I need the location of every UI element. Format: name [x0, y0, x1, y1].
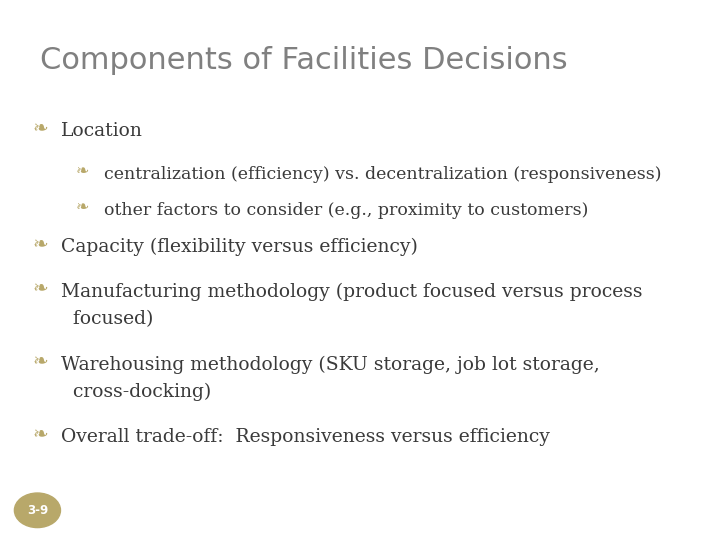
- Text: Components of Facilities Decisions: Components of Facilities Decisions: [40, 46, 567, 75]
- Text: Warehousing methodology (SKU storage, job lot storage,: Warehousing methodology (SKU storage, jo…: [61, 355, 600, 374]
- Text: Capacity (flexibility versus efficiency): Capacity (flexibility versus efficiency): [61, 238, 418, 256]
- Text: cross-docking): cross-docking): [61, 383, 212, 401]
- Text: centralization (efficiency) vs. decentralization (responsiveness): centralization (efficiency) vs. decentra…: [104, 166, 662, 183]
- Text: Location: Location: [61, 122, 143, 139]
- Text: ❧: ❧: [76, 164, 89, 179]
- Text: ❧: ❧: [32, 353, 48, 372]
- Text: ❧: ❧: [32, 119, 48, 138]
- Text: 3-9: 3-9: [27, 504, 48, 517]
- Text: ❧: ❧: [32, 426, 48, 444]
- Text: focused): focused): [61, 310, 153, 328]
- Text: ❧: ❧: [32, 235, 48, 254]
- Circle shape: [14, 493, 60, 528]
- Text: ❧: ❧: [76, 200, 89, 215]
- Text: Manufacturing methodology (product focused versus process: Manufacturing methodology (product focus…: [61, 282, 643, 301]
- Text: Overall trade-off:  Responsiveness versus efficiency: Overall trade-off: Responsiveness versus…: [61, 428, 550, 446]
- Text: other factors to consider (e.g., proximity to customers): other factors to consider (e.g., proximi…: [104, 202, 589, 219]
- Text: ❧: ❧: [32, 280, 48, 299]
